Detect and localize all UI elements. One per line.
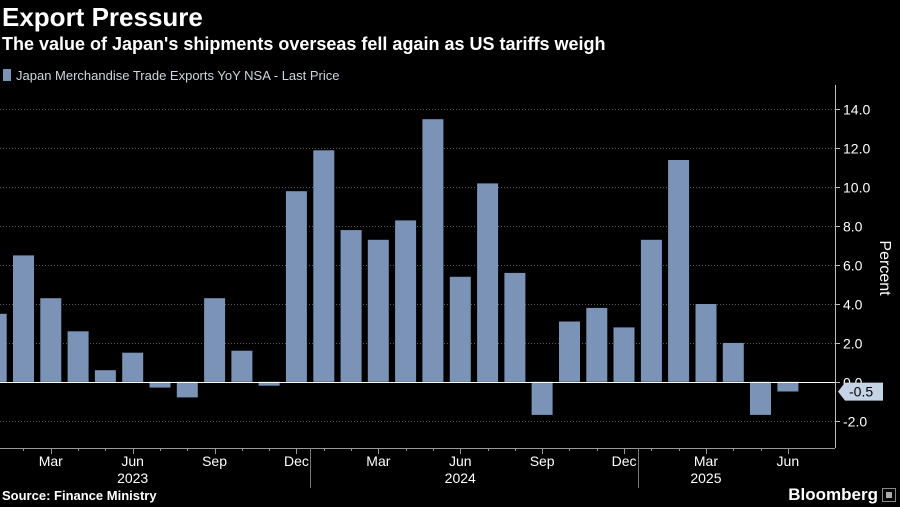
bar <box>422 119 444 382</box>
bar <box>449 276 471 382</box>
last-value-callout <box>838 382 883 401</box>
bar <box>559 321 580 382</box>
bar <box>313 150 335 382</box>
bar <box>367 239 389 382</box>
legend-swatch <box>3 69 11 81</box>
x-month-label: Mar <box>366 453 390 469</box>
brand-square-icon <box>882 488 896 502</box>
brand-logo: Bloomberg <box>788 485 896 505</box>
bar <box>204 298 226 382</box>
x-month-label: Mar <box>694 453 718 469</box>
bar <box>231 350 253 382</box>
bar <box>695 304 717 382</box>
x-year-label: 2024 <box>445 470 476 486</box>
last-value-label: -0.5 <box>849 384 873 400</box>
x-year-label: 2023 <box>117 470 148 486</box>
bar <box>668 160 690 382</box>
y-axis-title: Percent <box>876 240 893 296</box>
bar <box>777 381 799 392</box>
x-month-label: Dec <box>284 453 309 469</box>
legend-label: Japan Merchandise Trade Exports YoY NSA … <box>16 67 340 83</box>
bar <box>340 230 362 382</box>
bar <box>640 239 662 382</box>
y-tick-label: 12.0 <box>843 141 870 157</box>
x-year-label: 2025 <box>690 470 721 486</box>
x-month-label: Sep <box>530 453 555 469</box>
x-month-label: Mar <box>39 453 63 469</box>
x-month-label: Jun <box>449 453 472 469</box>
brand-name: Bloomberg <box>788 485 878 504</box>
y-tick-label: 8.0 <box>843 219 863 235</box>
x-month-label: Jun <box>777 453 800 469</box>
chart-subtitle: The value of Japan's shipments overseas … <box>2 34 606 54</box>
bar <box>477 183 499 382</box>
bar <box>94 370 116 382</box>
bar <box>13 255 34 382</box>
bar <box>258 381 280 386</box>
bar <box>722 342 744 382</box>
bar <box>122 352 144 382</box>
bar <box>40 298 62 382</box>
bar <box>395 220 417 382</box>
y-tick-label: 6.0 <box>843 258 863 274</box>
chart-title: Export Pressure <box>2 2 203 32</box>
bar <box>750 381 771 415</box>
x-month-label: Jun <box>121 453 144 469</box>
legend: Japan Merchandise Trade Exports YoY NSA … <box>3 67 340 83</box>
y-tick-label: -2.0 <box>843 414 867 430</box>
y-tick-label: 2.0 <box>843 336 863 352</box>
bar <box>586 307 608 382</box>
x-month-label: Sep <box>202 453 227 469</box>
bar <box>176 381 198 398</box>
y-tick-label: 4.0 <box>843 297 863 313</box>
bar <box>0 313 7 382</box>
bar <box>531 381 553 415</box>
y-tick-label: 10.0 <box>843 180 870 196</box>
bar <box>67 331 89 382</box>
y-tick-label: 14.0 <box>843 102 870 118</box>
x-month-label: Dec <box>612 453 637 469</box>
bar <box>285 191 307 382</box>
bar <box>504 272 526 382</box>
bar <box>149 381 171 388</box>
source-note: Source: Finance Ministry <box>2 488 157 503</box>
bar <box>613 327 635 382</box>
